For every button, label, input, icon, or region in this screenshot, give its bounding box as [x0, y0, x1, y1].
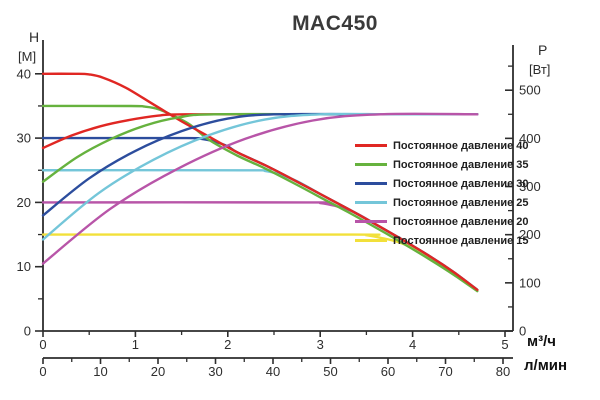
svg-text:3: 3: [317, 337, 324, 352]
legend-item-label: Постоянное давление 30: [393, 177, 529, 190]
curve-power-20: [41, 112, 479, 265]
x-axis-unit-lmin: л/мин: [524, 357, 568, 374]
legend-swatch-line: [355, 144, 387, 147]
legend: Постоянное давление 40 Постоянное давлен…: [355, 136, 529, 250]
curve-head-35: [41, 104, 479, 293]
legend-item: Постоянное давление 25: [355, 193, 529, 212]
legend-item: Постоянное давление 20: [355, 212, 529, 231]
legend-swatch-line: [355, 239, 387, 242]
x-axis-unit-m3h: м³/ч: [527, 333, 556, 350]
legend-item: Постоянное давление 40: [355, 136, 529, 155]
svg-text:200: 200: [519, 227, 541, 242]
left-axis-label: H: [29, 29, 40, 45]
svg-text:0: 0: [519, 324, 526, 339]
svg-text:0: 0: [24, 324, 31, 339]
legend-swatch-line: [355, 182, 387, 185]
svg-text:500: 500: [519, 83, 541, 98]
svg-text:0: 0: [39, 337, 46, 352]
svg-text:30: 30: [208, 364, 222, 379]
x-axis-m3h: 0 1 2 3 4 5: [39, 330, 513, 352]
legend-item-label: Постоянное давление 25: [393, 196, 529, 209]
svg-text:4: 4: [409, 337, 416, 352]
svg-text:30: 30: [17, 131, 31, 146]
svg-text:5: 5: [501, 337, 508, 352]
legend-item: Постоянное давление 15: [355, 231, 529, 250]
legend-item: Постоянное давление 30: [355, 174, 529, 193]
svg-text:2: 2: [224, 337, 231, 352]
right-axis-unit: [Вт]: [529, 62, 551, 77]
legend-swatch-line: [355, 220, 387, 223]
svg-text:50: 50: [323, 364, 337, 379]
legend-item: Постоянное давление 35: [355, 155, 529, 174]
svg-text:70: 70: [438, 364, 452, 379]
legend-item-label: Постоянное давление 15: [393, 234, 529, 247]
legend-item-label: Постоянное давление 40: [393, 139, 529, 152]
legend-item-label: Постоянное давление 20: [393, 215, 529, 228]
svg-text:400: 400: [519, 131, 541, 146]
left-axis-unit: [M]: [18, 49, 37, 64]
svg-text:10: 10: [17, 259, 31, 274]
svg-text:300: 300: [519, 179, 541, 194]
x-axis-lmin: 0 10 20 30 40 50 60 70 80: [39, 357, 513, 379]
curves: [41, 72, 479, 293]
svg-text:40: 40: [266, 364, 280, 379]
svg-text:100: 100: [519, 275, 541, 290]
legend-swatch-line: [355, 201, 387, 204]
chart-title: MAC450: [292, 12, 378, 35]
curve-head-40: [41, 72, 479, 291]
left-axis: 0 10 20 30 40: [17, 40, 44, 339]
right-axis-label: P: [538, 42, 548, 58]
svg-text:20: 20: [17, 195, 31, 210]
legend-swatch-line: [355, 163, 387, 166]
svg-text:40: 40: [17, 66, 31, 81]
svg-text:10: 10: [93, 364, 107, 379]
legend-item-label: Постоянное давление 35: [393, 158, 529, 171]
svg-text:80: 80: [496, 364, 510, 379]
right-axis: 0 100 200 300 400 500: [505, 45, 541, 339]
svg-text:60: 60: [381, 364, 395, 379]
svg-text:1: 1: [132, 337, 139, 352]
svg-text:20: 20: [151, 364, 165, 379]
svg-text:0: 0: [39, 364, 46, 379]
